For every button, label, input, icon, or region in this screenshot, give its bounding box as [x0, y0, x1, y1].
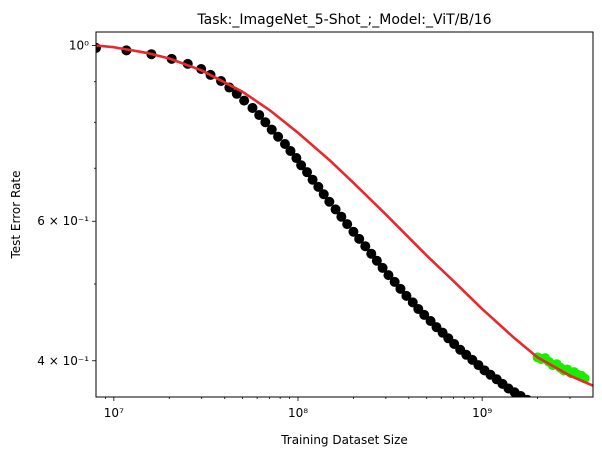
train-point: [515, 391, 526, 397]
train-point: [383, 270, 394, 281]
train-point: [523, 394, 532, 397]
train-point: [425, 315, 436, 326]
train-point: [296, 160, 307, 171]
train-point: [324, 196, 335, 207]
x-tick-label: 10⁸: [288, 406, 308, 420]
train-point: [377, 262, 388, 273]
train-point: [366, 248, 377, 259]
train-point: [395, 283, 406, 294]
train-point: [273, 131, 284, 142]
y-tick-label: 4 × 10⁻¹: [37, 354, 89, 368]
train-point: [307, 174, 318, 185]
plot-frame: [95, 31, 594, 398]
fit-line: [96, 44, 593, 387]
train-point: [247, 102, 258, 113]
train-point: [348, 226, 359, 237]
y-tick-label: 6 × 10⁻¹: [37, 214, 89, 228]
train-point: [371, 255, 382, 266]
train-point: [254, 110, 265, 121]
train-point: [336, 211, 347, 222]
train-point: [279, 139, 290, 150]
train-point: [260, 117, 271, 128]
chart-title: Task:_ImageNet_5-Shot_;_Model:_ViT/B/16: [196, 12, 491, 28]
train-point: [360, 241, 371, 252]
marks: [96, 42, 593, 397]
x-axis-label: Training Dataset Size: [280, 433, 408, 447]
train-point: [285, 145, 296, 156]
major-ticks: [92, 45, 483, 401]
train-point: [389, 276, 400, 287]
train-point: [342, 219, 353, 230]
y-axis-label: Test Error Rate: [9, 170, 23, 259]
train-point: [239, 95, 250, 106]
train-point: [407, 297, 418, 308]
y-tick-label: 10⁰: [69, 38, 89, 52]
train-point: [318, 189, 329, 200]
train-point: [330, 204, 341, 215]
train-point: [354, 233, 365, 244]
train-point: [302, 167, 313, 178]
x-tick-label: 10⁷: [104, 406, 124, 420]
train-point: [419, 309, 430, 320]
train-point: [266, 124, 277, 135]
x-tick-label: 10⁹: [472, 406, 492, 420]
train-point: [401, 290, 412, 301]
train-point: [291, 153, 302, 164]
train-point: [313, 181, 324, 192]
tick-labels: 10⁷ 10⁸ 10⁹ 4 × 10⁻¹ 6 × 10⁻¹ 10⁰: [37, 38, 492, 420]
